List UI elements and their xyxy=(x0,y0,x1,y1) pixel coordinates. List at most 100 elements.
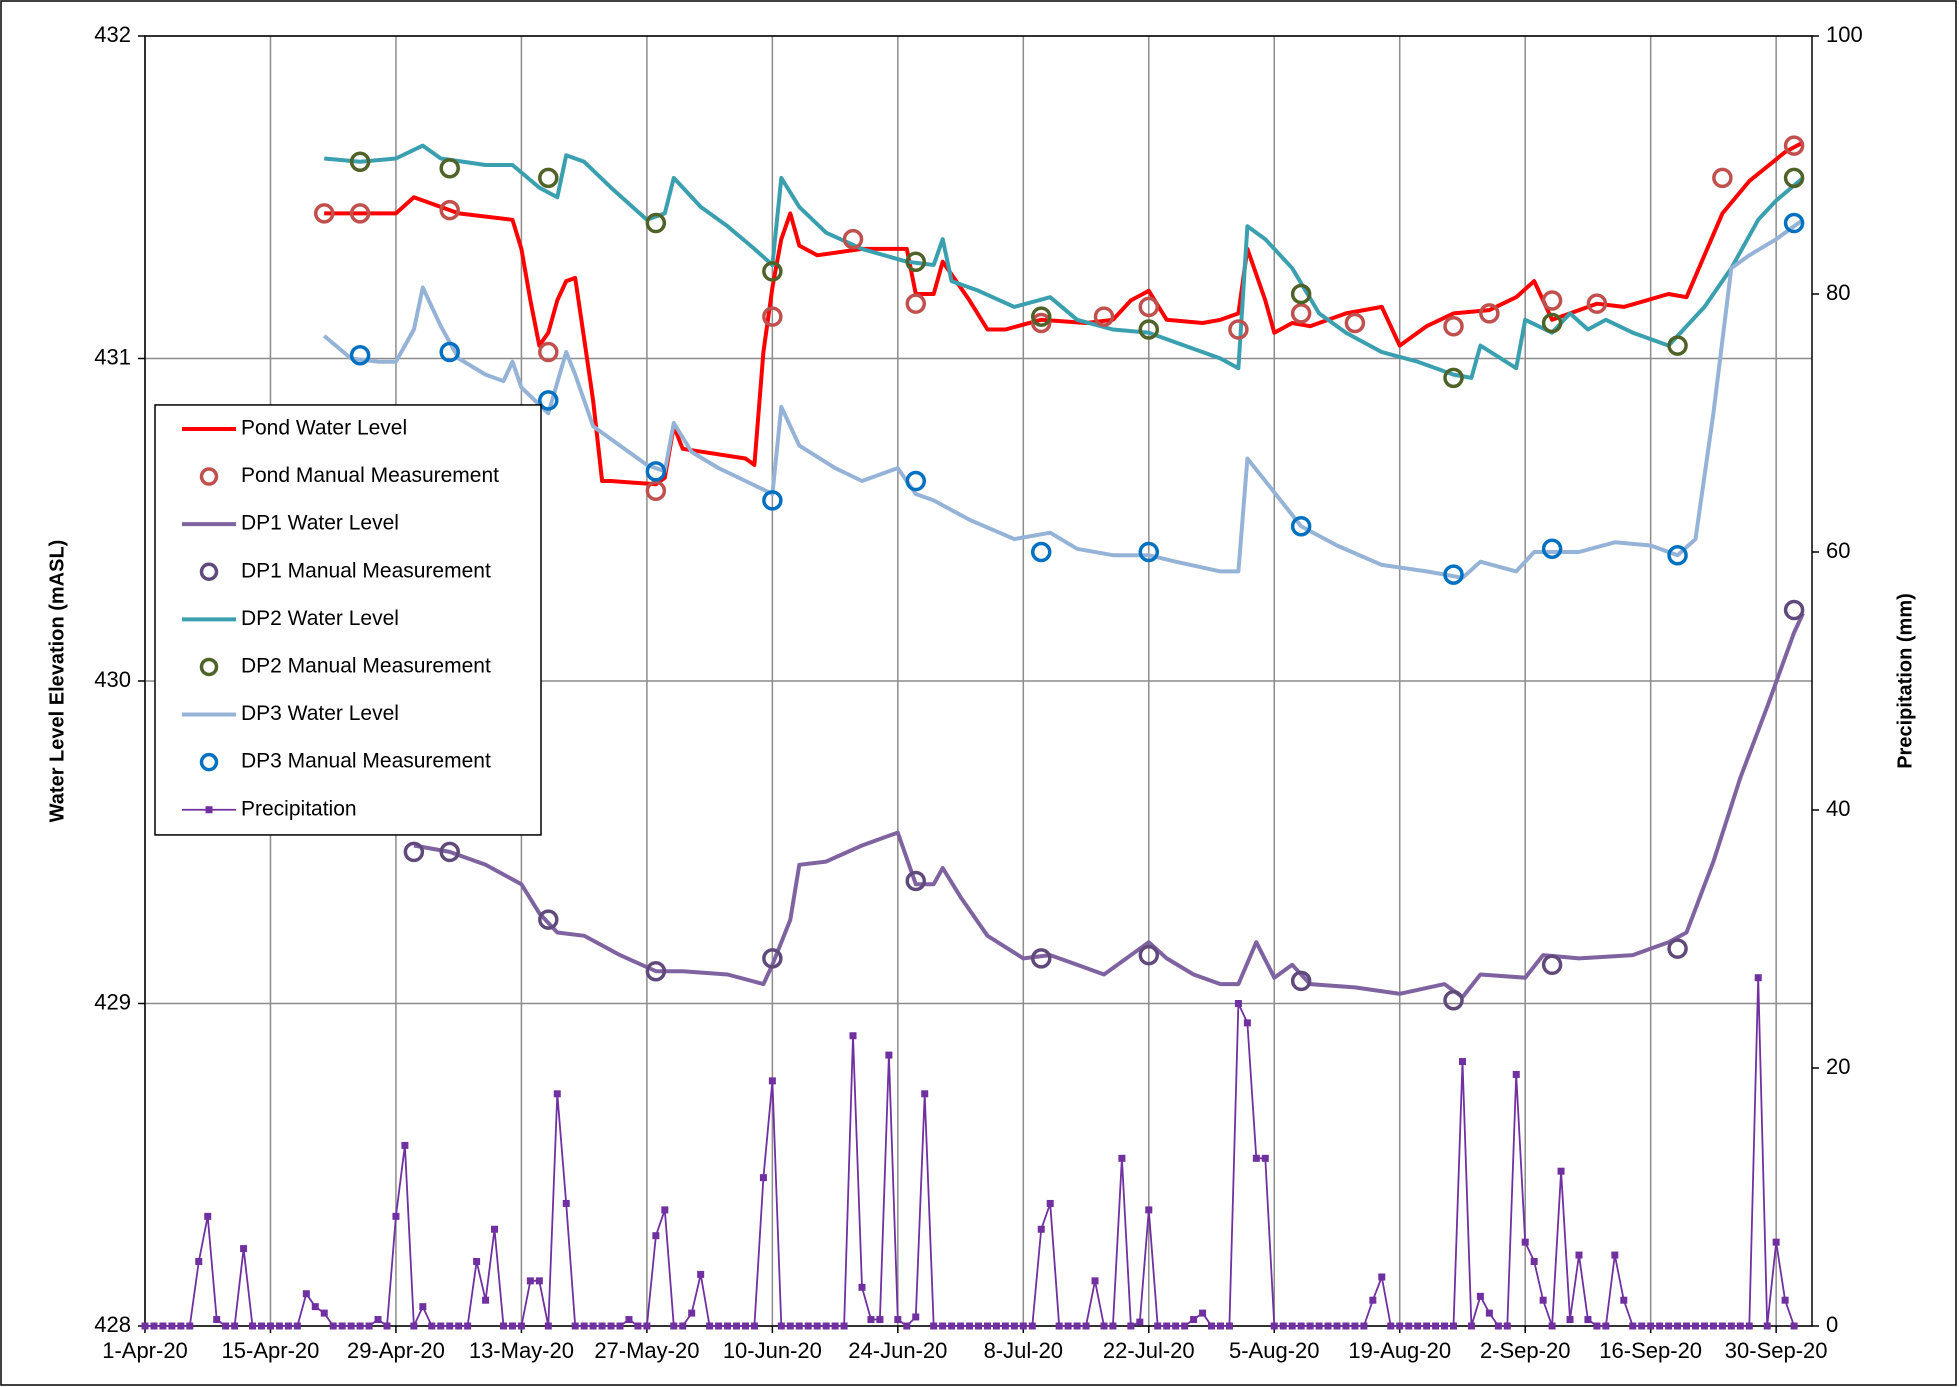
precip-marker xyxy=(159,1322,167,1330)
manual-measurement xyxy=(1783,167,1805,189)
precip-marker xyxy=(571,1322,579,1330)
precip-marker xyxy=(266,1322,274,1330)
manual-measurement xyxy=(1443,316,1464,337)
manual-measurement xyxy=(1344,312,1366,334)
legend-label: DP3 Manual Measurement xyxy=(241,750,491,773)
precip-marker xyxy=(1306,1322,1314,1330)
precip-marker xyxy=(1656,1322,1664,1330)
x-tick-label: 24-Jun-20 xyxy=(848,1338,947,1363)
precip-marker xyxy=(1718,1322,1726,1330)
manual-measurement xyxy=(1667,335,1688,356)
manual-measurement xyxy=(645,461,667,482)
precip-marker xyxy=(1181,1322,1189,1330)
precip-marker xyxy=(733,1322,741,1330)
precip-marker xyxy=(1414,1322,1422,1330)
precip-marker xyxy=(1145,1206,1153,1214)
precip-marker xyxy=(589,1322,597,1330)
manual-measurement xyxy=(762,261,783,282)
x-tick-label: 19-Aug-20 xyxy=(1348,1338,1451,1363)
precip-marker xyxy=(284,1322,292,1330)
x-tick-label: 8-Jul-20 xyxy=(984,1338,1063,1363)
precip-marker xyxy=(1136,1318,1144,1326)
legend-label: Precipitation xyxy=(241,797,357,820)
y2-tick-label: 100 xyxy=(1826,22,1863,47)
precip-marker xyxy=(1620,1296,1628,1304)
precip-marker xyxy=(1064,1322,1072,1330)
manual-measurement xyxy=(1093,306,1115,327)
manual-measurement xyxy=(1138,944,1160,966)
precip-marker xyxy=(365,1322,373,1330)
x-tick-label: 29-Apr-20 xyxy=(347,1338,445,1363)
x-tick-label: 13-May-20 xyxy=(469,1338,574,1363)
precip-marker xyxy=(1683,1322,1691,1330)
x-tick-label: 30-Sep-20 xyxy=(1725,1338,1828,1363)
precip-marker xyxy=(1432,1322,1440,1330)
precip-marker xyxy=(1261,1154,1269,1162)
precip-marker xyxy=(1476,1292,1484,1300)
manual-measurement xyxy=(1030,948,1052,969)
precip-marker xyxy=(858,1283,866,1291)
y2-axis-label: Precipitation (mm) xyxy=(1894,593,1916,769)
series-line xyxy=(324,140,1804,487)
manual-measurement xyxy=(1030,306,1052,327)
precip-marker xyxy=(1700,1322,1708,1330)
precip-marker xyxy=(1082,1322,1090,1330)
precip-marker xyxy=(724,1322,732,1330)
precip-marker xyxy=(939,1322,947,1330)
precip-marker xyxy=(410,1322,418,1330)
precip-marker xyxy=(1154,1322,1162,1330)
precip-marker xyxy=(1252,1154,1260,1162)
precip-marker xyxy=(1208,1322,1216,1330)
precip-marker xyxy=(1333,1322,1341,1330)
precip-marker xyxy=(258,1322,266,1330)
precip-marker xyxy=(1772,1238,1780,1246)
precip-marker xyxy=(392,1212,400,1220)
precip-marker xyxy=(293,1322,301,1330)
precip-marker xyxy=(580,1322,588,1330)
precip-marker xyxy=(1611,1251,1619,1259)
precip-marker xyxy=(1028,1322,1036,1330)
x-tick-label: 10-Jun-20 xyxy=(723,1338,822,1363)
precip-marker xyxy=(1441,1322,1449,1330)
precip-marker xyxy=(930,1322,938,1330)
precip-marker xyxy=(1279,1322,1287,1330)
precip-marker xyxy=(302,1290,310,1298)
precip-marker xyxy=(499,1322,507,1330)
precip-marker xyxy=(1691,1322,1699,1330)
precip-marker xyxy=(1118,1154,1126,1162)
precip-marker xyxy=(1010,1322,1018,1330)
precip-marker xyxy=(1387,1322,1395,1330)
precip-marker xyxy=(428,1322,436,1330)
precip-marker xyxy=(598,1322,606,1330)
legend-label: DP2 Water Level xyxy=(241,607,399,630)
precip-marker xyxy=(491,1225,499,1233)
y-tick-label: 428 xyxy=(94,1312,131,1337)
precip-marker xyxy=(759,1174,767,1182)
manual-measurement xyxy=(1541,954,1563,976)
precip-marker xyxy=(661,1206,669,1214)
precip-marker xyxy=(849,1032,857,1040)
legend-symbol xyxy=(199,752,219,772)
x-tick-label: 1-Apr-20 xyxy=(102,1338,188,1363)
manual-measurement xyxy=(1712,167,1733,189)
manual-measurement xyxy=(1783,212,1805,234)
precip-marker xyxy=(822,1322,830,1330)
precip-marker xyxy=(401,1141,409,1149)
legend-label: DP2 Manual Measurement xyxy=(241,654,491,677)
precip-marker xyxy=(544,1322,552,1330)
precip-marker xyxy=(957,1322,965,1330)
precip-marker xyxy=(517,1322,525,1330)
precip-marker xyxy=(1548,1322,1556,1330)
manual-measurement xyxy=(1667,938,1688,959)
precip-marker xyxy=(1754,974,1762,982)
precip-marker xyxy=(1584,1316,1592,1324)
precip-marker xyxy=(813,1322,821,1330)
x-tick-label: 16-Sep-20 xyxy=(1599,1338,1702,1363)
precip-marker xyxy=(1727,1322,1735,1330)
precip-marker xyxy=(1046,1199,1054,1207)
manual-measurement xyxy=(1290,515,1312,537)
precip-marker xyxy=(768,1077,776,1085)
precip-marker xyxy=(715,1322,723,1330)
manual-measurement xyxy=(349,345,371,366)
